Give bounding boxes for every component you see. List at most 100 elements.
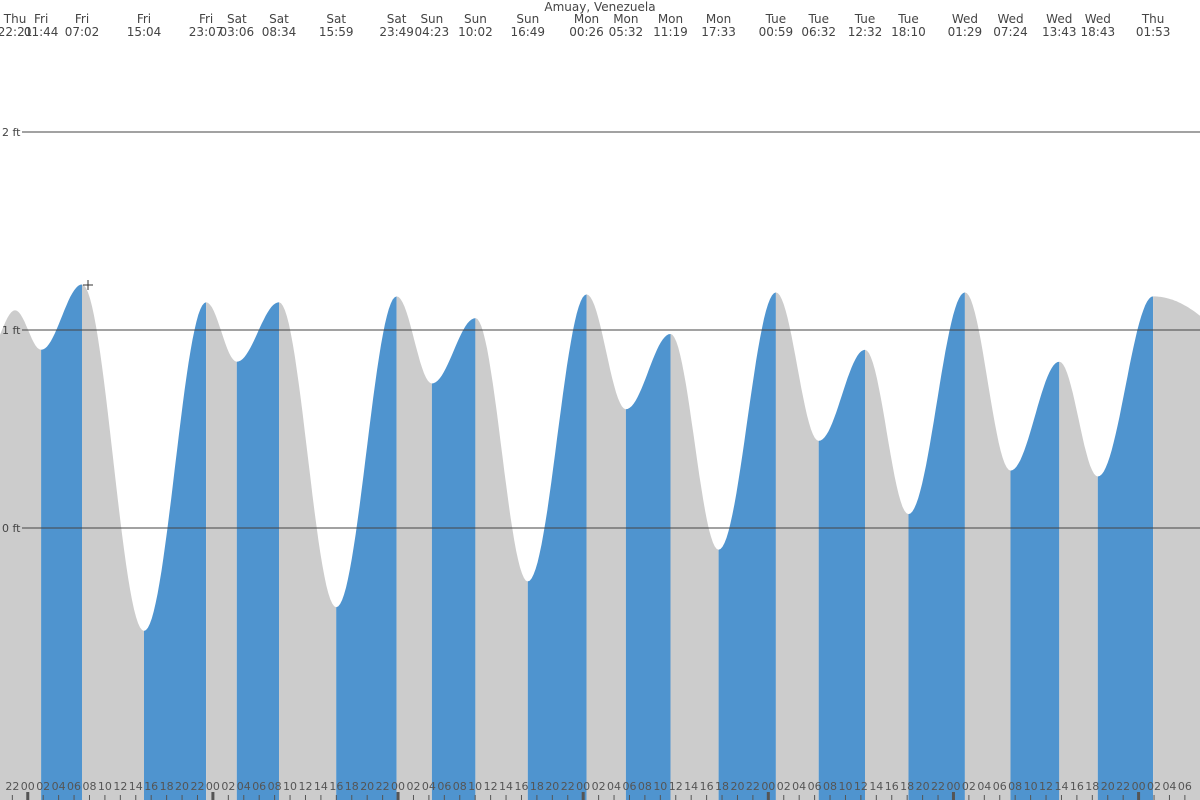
hour-label: 20 — [1101, 780, 1115, 793]
hour-label: 18 — [345, 780, 359, 793]
falling-tide — [82, 284, 144, 800]
extreme-time: 00:26 — [569, 25, 604, 39]
hour-label: 02 — [592, 780, 606, 793]
rising-tide — [625, 334, 671, 800]
hour-label: 22 — [376, 780, 390, 793]
hour-label: 04 — [422, 780, 436, 793]
y-tick-label: 1 ft — [2, 324, 21, 337]
hour-label: 20 — [545, 780, 559, 793]
hour-label: 06 — [993, 780, 1007, 793]
extreme-day: Tue — [807, 12, 829, 26]
hour-label: 02 — [406, 780, 420, 793]
hour-label: 10 — [468, 780, 482, 793]
extreme-time: 04:23 — [415, 25, 450, 39]
falling-tide — [586, 294, 626, 800]
rising-tide — [144, 302, 207, 800]
extreme-time: 06:32 — [801, 25, 836, 39]
hour-label: 04 — [52, 780, 66, 793]
falling-tide — [964, 292, 1011, 800]
hour-label: 16 — [700, 780, 714, 793]
extreme-day: Fri — [75, 12, 89, 26]
rising-tide — [1010, 361, 1060, 800]
hour-label: 16 — [514, 780, 528, 793]
hour-label: 16 — [885, 780, 899, 793]
rising-tide — [236, 302, 279, 800]
hour-label: 18 — [530, 780, 544, 793]
hour-label: 00 — [1132, 780, 1146, 793]
extreme-day: Mon — [574, 12, 599, 26]
hour-label: 06 — [67, 780, 81, 793]
extreme-time: 11:19 — [653, 25, 688, 39]
hour-label: 20 — [360, 780, 374, 793]
hour-label: 10 — [1024, 780, 1038, 793]
hour-label: 02 — [36, 780, 50, 793]
extreme-day: Tue — [765, 12, 787, 26]
hour-label: 08 — [453, 780, 467, 793]
chart-title: Amuay, Venezuela — [544, 0, 655, 14]
extreme-day: Mon — [706, 12, 731, 26]
falling-tide — [1153, 296, 1200, 800]
hour-label: 18 — [160, 780, 174, 793]
extreme-time: 08:34 — [262, 25, 297, 39]
hour-label: 04 — [977, 780, 991, 793]
hour-label: 22 — [190, 780, 204, 793]
falling-tide — [206, 302, 237, 800]
hour-label: 16 — [1070, 780, 1084, 793]
extreme-time: 00:59 — [759, 25, 794, 39]
hour-label: 02 — [1147, 780, 1161, 793]
extreme-time: 01:44 — [24, 25, 59, 39]
extreme-day: Thu — [1141, 12, 1165, 26]
hour-label: 12 — [298, 780, 312, 793]
rising-tide — [41, 284, 82, 800]
hour-label: 04 — [237, 780, 251, 793]
extreme-day: Fri — [34, 12, 48, 26]
hour-label: 18 — [900, 780, 914, 793]
hour-label: 10 — [283, 780, 297, 793]
extreme-day: Wed — [952, 12, 978, 26]
extreme-time: 07:24 — [993, 25, 1028, 39]
extreme-time: 01:53 — [1136, 25, 1171, 39]
hour-label: 22 — [746, 780, 760, 793]
extreme-time: 22:21 — [0, 25, 32, 39]
extreme-time: 23:07 — [189, 25, 224, 39]
hour-label: 02 — [962, 780, 976, 793]
hour-label: 08 — [823, 780, 837, 793]
hour-label: 14 — [1054, 780, 1068, 793]
extreme-time: 15:59 — [319, 25, 354, 39]
falling-tide — [15, 310, 42, 800]
hour-label: 08 — [82, 780, 96, 793]
extreme-day: Tue — [854, 12, 876, 26]
extreme-day: Wed — [1046, 12, 1072, 26]
hour-label: 04 — [607, 780, 621, 793]
extreme-day: Mon — [613, 12, 638, 26]
hour-label: 22 — [561, 780, 575, 793]
hour-label: 14 — [869, 780, 883, 793]
hour-label: 06 — [1178, 780, 1192, 793]
hour-label: 14 — [129, 780, 143, 793]
hour-label: 06 — [437, 780, 451, 793]
hour-label: 08 — [638, 780, 652, 793]
hour-label: 10 — [838, 780, 852, 793]
hour-label: 04 — [1162, 780, 1176, 793]
hour-label: 12 — [669, 780, 683, 793]
extreme-time: 17:33 — [701, 25, 736, 39]
hour-label: 00 — [946, 780, 960, 793]
extreme-day: Fri — [137, 12, 151, 26]
hour-label: 10 — [653, 780, 667, 793]
hour-label: 20 — [175, 780, 189, 793]
hour-label: 12 — [113, 780, 127, 793]
extreme-day: Sun — [516, 12, 539, 26]
extreme-time: 10:02 — [458, 25, 493, 39]
hour-label: 00 — [576, 780, 590, 793]
falling-tide — [279, 302, 337, 800]
extreme-day: Wed — [997, 12, 1023, 26]
hour-label: 10 — [98, 780, 112, 793]
falling-tide — [0, 310, 15, 800]
extreme-day: Fri — [199, 12, 213, 26]
extreme-time: 03:06 — [220, 25, 255, 39]
hour-label: 06 — [252, 780, 266, 793]
extreme-time: 15:04 — [127, 25, 162, 39]
y-tick-label: 0 ft — [2, 522, 21, 535]
extreme-time: 23:49 — [379, 25, 414, 39]
rising-tide — [336, 296, 397, 800]
